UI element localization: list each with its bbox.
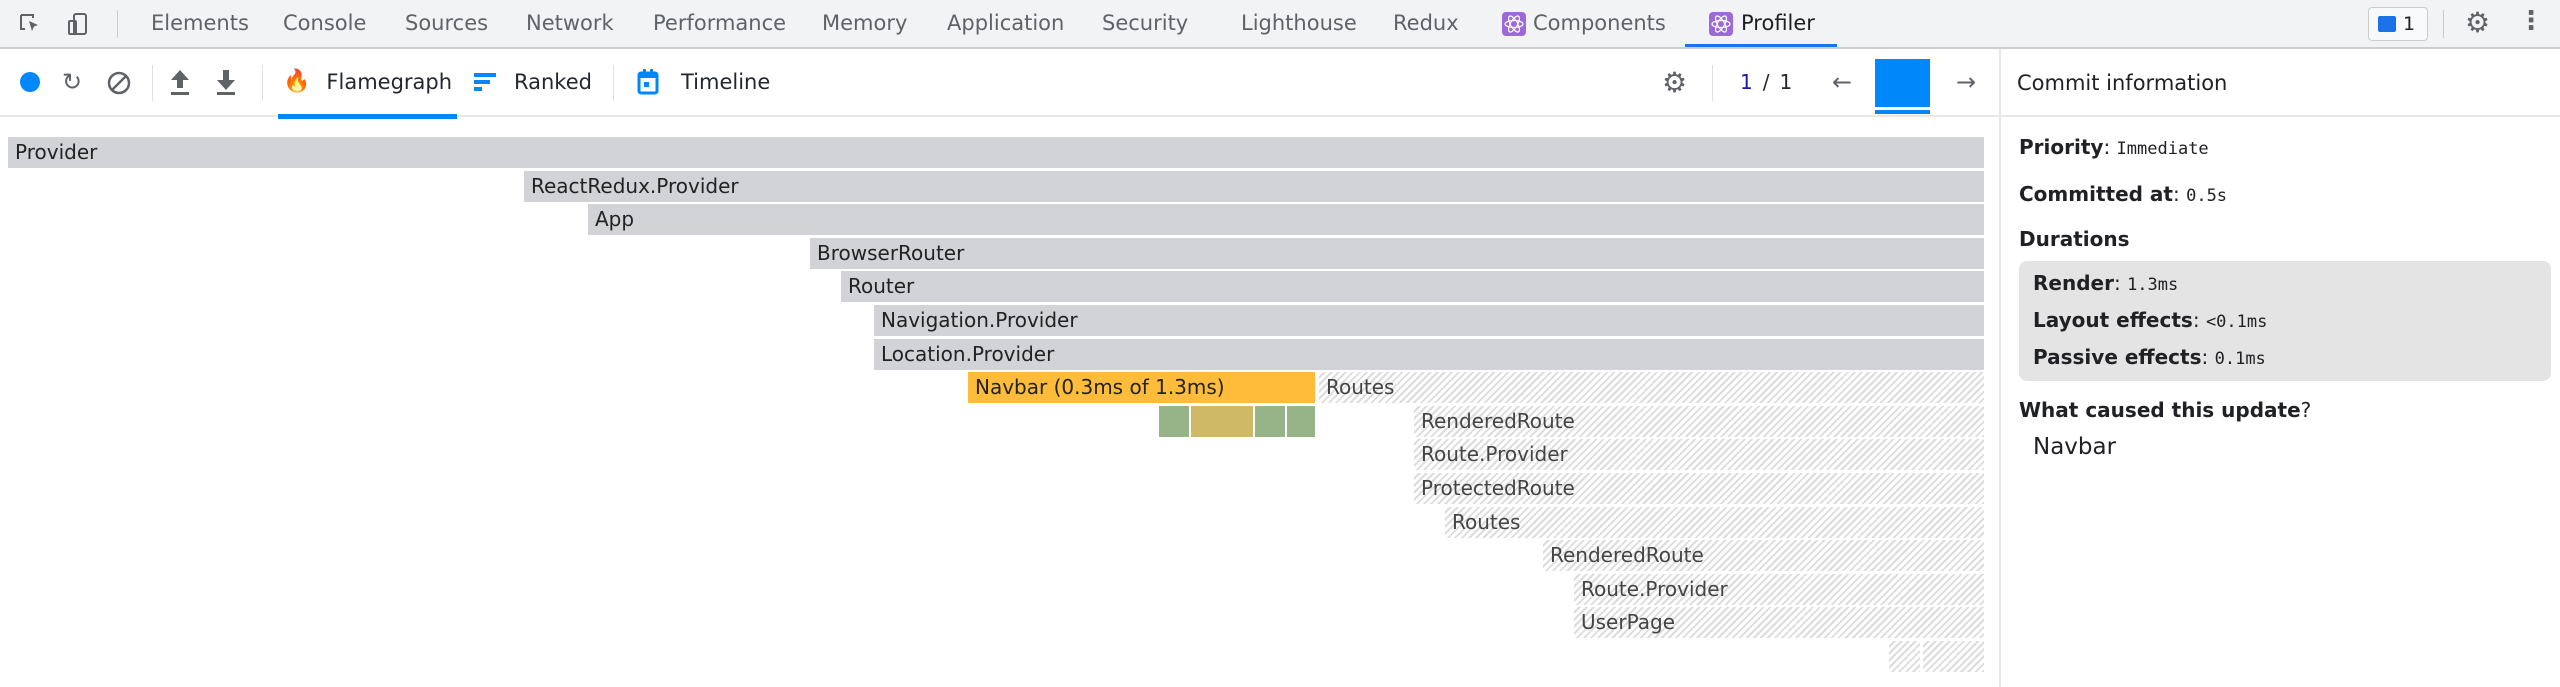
flamegraph-bar[interactable]: Navbar (0.3ms of 1.3ms) xyxy=(968,372,1315,404)
commit-information-panel: Commit information Priority: Immediate C… xyxy=(1999,49,2560,687)
commit-total: 1 xyxy=(1779,70,1793,94)
tab-profiler-label: Profiler xyxy=(1741,11,1815,35)
record-button[interactable] xyxy=(20,72,40,92)
save-profile-icon[interactable] xyxy=(214,68,238,96)
profiler-settings-icon[interactable]: ⚙ xyxy=(1662,65,1688,99)
ranked-tab[interactable]: Ranked xyxy=(474,49,592,115)
passive-label: Passive effects xyxy=(2033,345,2202,369)
durations-box: Render: 1.3ms Layout effects: <0.1ms Pas… xyxy=(2019,261,2551,381)
previous-commit-button[interactable]: ← xyxy=(1832,68,1853,96)
layout-label: Layout effects xyxy=(2033,308,2193,332)
cause-heading: What caused this update? xyxy=(2019,398,2312,422)
flamegraph-bar[interactable] xyxy=(1159,405,1189,437)
commit-counter: 1 / 1 xyxy=(1740,49,1792,115)
flamegraph-bar[interactable]: Router xyxy=(841,271,1984,303)
panel-title: Commit information xyxy=(2001,49,2560,117)
flamegraph-label: Flamegraph xyxy=(326,69,453,94)
profiler-toolbar: ↻ 🔥 Flamegraph Ranked Timeline ⚙ 1 / 1 ←… xyxy=(0,49,1999,119)
flamegraph-bar[interactable]: Provider xyxy=(8,137,1984,168)
tab-profiler[interactable]: Profiler xyxy=(1685,0,1837,47)
react-icon xyxy=(1502,12,1526,36)
render-label: Render xyxy=(2033,271,2114,295)
layout-value: <0.1ms xyxy=(2205,312,2268,332)
cause-label: What caused this update xyxy=(2019,398,2301,422)
tab-elements[interactable]: Elements xyxy=(151,11,249,35)
render-value: 1.3ms xyxy=(2127,275,2179,295)
flamegraph-bar[interactable]: App xyxy=(588,204,1984,236)
passive-value: 0.1ms xyxy=(2214,349,2266,369)
tab-memory[interactable]: Memory xyxy=(822,11,908,35)
timeline-label: Timeline xyxy=(681,70,771,94)
tab-components[interactable]: Components xyxy=(1533,11,1666,35)
layout-effects-row: Layout effects: <0.1ms xyxy=(2033,308,2268,332)
flamegraph-chart: Provider ReactRedux.Provider App BrowserRou… xyxy=(0,117,1999,687)
flamegraph-bar[interactable] xyxy=(1287,405,1315,437)
ranked-label: Ranked xyxy=(514,70,592,94)
committed-at-row: Committed at: 0.5s xyxy=(2019,182,2228,206)
flamegraph-bar[interactable] xyxy=(1255,405,1285,437)
durations-heading: Durations xyxy=(2019,227,2130,251)
flamegraph-bar[interactable]: Routes xyxy=(1445,506,1984,538)
priority-label: Priority xyxy=(2019,135,2104,159)
commit-current: 1 xyxy=(1740,70,1753,94)
flamegraph-bar[interactable]: ProtectedRoute xyxy=(1414,473,1984,504)
timeline-tab[interactable]: Timeline xyxy=(637,49,770,115)
reload-and-profile-icon[interactable]: ↻ xyxy=(62,68,83,96)
render-row: Render: 1.3ms xyxy=(2033,271,2179,295)
flamegraph-bar[interactable]: RenderedRoute xyxy=(1414,405,1984,437)
flame-icon: 🔥 xyxy=(283,69,311,94)
tab-sources[interactable]: Sources xyxy=(405,11,489,35)
ranked-icon xyxy=(474,73,496,91)
tab-console[interactable]: Console xyxy=(283,11,367,35)
next-commit-button[interactable]: → xyxy=(1956,68,1977,96)
calendar-icon xyxy=(637,69,659,95)
device-toolbar-icon[interactable] xyxy=(66,12,90,36)
cause-component[interactable]: Navbar xyxy=(2033,434,2117,460)
flamegraph-bar[interactable] xyxy=(1889,641,1920,672)
committed-value: 0.5s xyxy=(2186,186,2228,206)
commit-selection-indicator xyxy=(1875,110,1930,114)
flamegraph-tab[interactable]: 🔥 Flamegraph xyxy=(278,49,457,119)
flamegraph-bar[interactable]: ReactRedux.Provider xyxy=(524,170,1984,202)
durations-label: Durations xyxy=(2019,227,2130,251)
tab-security[interactable]: Security xyxy=(1102,11,1189,35)
message-icon xyxy=(2378,16,2396,32)
flamegraph-bar[interactable]: Location.Provider xyxy=(874,338,1984,370)
tab-performance[interactable]: Performance xyxy=(653,11,787,35)
passive-effects-row: Passive effects: 0.1ms xyxy=(2033,345,2266,369)
issues-count: 1 xyxy=(2403,13,2416,35)
priority-row: Priority: Immediate xyxy=(2019,135,2209,159)
settings-gear-icon[interactable]: ⚙ xyxy=(2465,6,2491,39)
flamegraph-bar[interactable]: Route.Provider xyxy=(1574,573,1984,605)
issues-badge[interactable]: 1 xyxy=(2368,7,2428,41)
flamegraph-bar[interactable] xyxy=(1191,405,1253,437)
tab-application[interactable]: Application xyxy=(947,11,1065,35)
flamegraph-bar[interactable] xyxy=(1923,641,1984,672)
clear-icon[interactable] xyxy=(106,70,132,96)
tab-network[interactable]: Network xyxy=(526,11,614,35)
commit-bar-selected[interactable] xyxy=(1875,59,1930,107)
load-profile-icon[interactable] xyxy=(168,68,192,96)
flamegraph-bar[interactable]: Navigation.Provider xyxy=(874,305,1984,336)
flamegraph-bar[interactable]: BrowserRouter xyxy=(810,237,1984,269)
react-icon xyxy=(1709,12,1733,36)
tab-lighthouse[interactable]: Lighthouse xyxy=(1241,11,1357,35)
devtools-tabbar: Elements Console Sources Network Perform… xyxy=(0,0,2560,49)
commit-separator: / xyxy=(1762,70,1770,94)
flamegraph-bar[interactable]: UserPage xyxy=(1574,607,1984,639)
committed-label: Committed at xyxy=(2019,182,2173,206)
priority-value: Immediate xyxy=(2116,139,2209,159)
flamegraph-bar[interactable]: Routes xyxy=(1319,372,1984,404)
inspect-element-icon[interactable] xyxy=(18,12,42,36)
flamegraph-bar[interactable]: RenderedRoute xyxy=(1543,540,1984,572)
flamegraph-bar[interactable]: Route.Provider xyxy=(1414,439,1984,471)
more-options-icon[interactable]: ⋮ xyxy=(2518,6,2544,36)
tab-redux[interactable]: Redux xyxy=(1393,11,1459,35)
